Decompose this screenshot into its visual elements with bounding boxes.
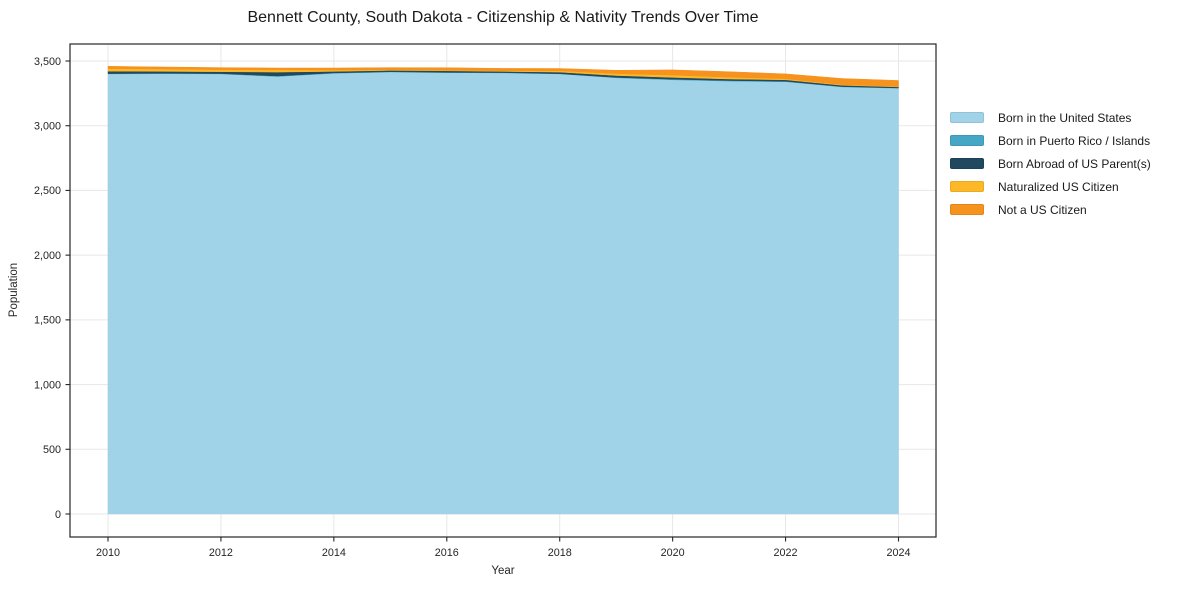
x-tick-label: 2020 [661,547,685,559]
y-tick-label: 2,000 [34,250,61,262]
legend-label: Naturalized US Citizen [998,179,1119,194]
axes-spines [69,43,937,538]
y-axis-label: Population [8,262,20,318]
x-tick-label: 2018 [548,547,572,559]
x-tick-label: 2010 [96,547,120,559]
y-tick-label: 3,500 [34,56,61,68]
legend-swatch [950,181,984,192]
x-tick-label: 2016 [435,547,459,559]
legend-swatch [950,135,984,146]
area-series-0 [107,71,899,515]
y-tick-label: 0 [55,509,61,521]
legend-swatch [950,204,984,215]
legend-item: Naturalized US Citizen [950,175,1151,198]
legend-label: Born in Puerto Rico / Islands [998,133,1151,148]
x-tick-label: 2012 [209,547,233,559]
x-tick-label: 2024 [886,547,910,559]
area-series-4 [107,66,899,87]
x-axis-label: Year [491,565,515,577]
x-tick-label: 2022 [774,547,798,559]
y-tick-label: 2,500 [34,185,61,197]
y-tick-label: 1,000 [34,379,61,391]
chart-title: Bennett County, South Dakota - Citizensh… [247,9,759,26]
legend-label: Born in the United States [998,110,1132,125]
legend-label: Born Abroad of US Parent(s) [998,156,1151,171]
legend-item: Born in Puerto Rico / Islands [950,129,1151,152]
legend-item: Not a US Citizen [950,198,1151,221]
legend-label: Not a US Citizen [998,202,1087,217]
legend-swatch [950,158,984,169]
y-tick-label: 1,500 [34,315,61,327]
legend-item: Born in the United States [950,106,1151,129]
x-tick-label: 2014 [322,547,346,559]
legend-swatch [950,112,984,123]
legend: Born in the United States Born in Puerto … [950,106,1151,221]
y-tick-label: 3,000 [34,121,61,133]
legend-item: Born Abroad of US Parent(s) [950,152,1151,175]
y-tick-label: 500 [43,444,61,456]
